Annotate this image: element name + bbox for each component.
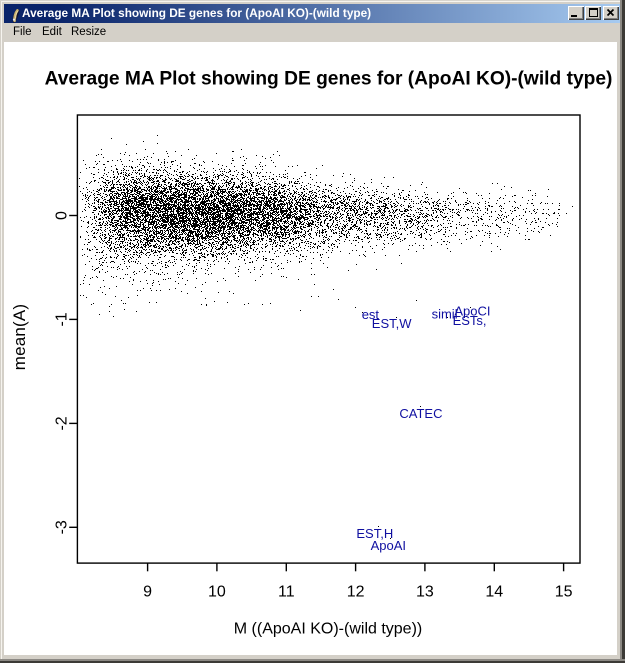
svg-text:-1: -1 [54,312,71,326]
svg-text:12: 12 [347,584,365,601]
svg-text:-2: -2 [54,416,71,430]
svg-text:ApoAI: ApoAI [371,538,406,553]
svg-text:CATEC: CATEC [399,406,442,421]
svg-text:9: 9 [143,584,152,601]
svg-text:11: 11 [278,584,295,601]
svg-text:mean(A): mean(A) [10,304,29,371]
svg-text:-3: -3 [54,520,71,534]
svg-text:14: 14 [485,584,503,601]
svg-text:13: 13 [416,584,434,601]
svg-text:0: 0 [54,211,71,220]
svg-text:15: 15 [555,584,573,601]
svg-text:10: 10 [208,584,226,601]
svg-text:est: est [362,307,380,322]
svg-text:simil: simil [432,307,458,322]
svg-text:M ((ApoAI KO)-(wild type)): M ((ApoAI KO)-(wild type)) [234,621,422,638]
svg-text:Average MA Plot showing DE gen: Average MA Plot showing DE genes for (Ap… [45,69,613,90]
svg-text:ApoCI: ApoCI [454,304,490,319]
svg-text:ESTs,: ESTs, [453,313,487,328]
svg-text:EST,W: EST,W [372,316,412,331]
svg-text:EST,H: EST,H [356,526,393,541]
